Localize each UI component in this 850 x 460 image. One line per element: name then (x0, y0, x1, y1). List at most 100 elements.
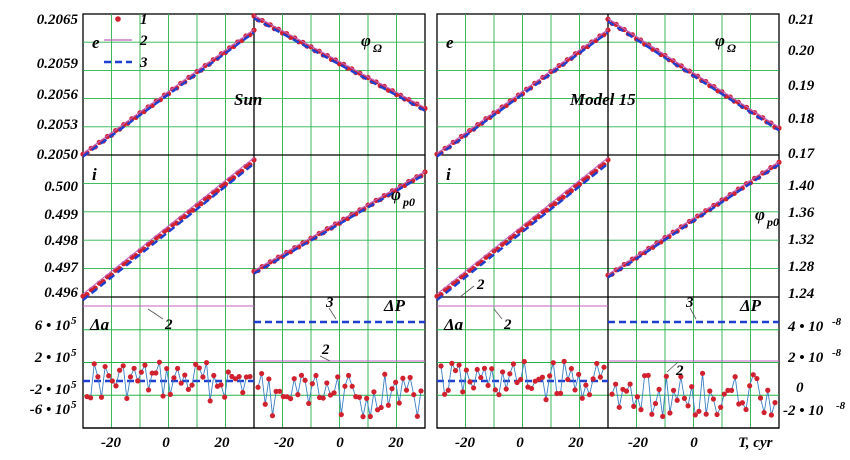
tick-da-exp-2: 5 (71, 379, 77, 391)
series-φΩ-line-2 (607, 18, 780, 128)
da-residuals-dot (160, 393, 166, 399)
series-φp0-dot (422, 169, 428, 175)
dp-residuals-dot (345, 372, 352, 379)
tick-e-0: 0.2065 (37, 12, 79, 28)
da-residuals-polyline (440, 361, 605, 400)
dp-residuals-dot (342, 383, 348, 389)
da-residuals-dot (572, 387, 578, 393)
da-residuals-dot (547, 373, 553, 379)
dp-residuals-dot (670, 387, 677, 393)
dp-residuals-dot (707, 388, 713, 394)
da-residuals-dot (203, 360, 210, 366)
tick-i-3: 0.497 (44, 260, 78, 276)
label-phio-sun-sub: Ω (373, 41, 382, 55)
dp-residuals-dot (414, 413, 420, 419)
dp-residuals-dot (696, 408, 702, 414)
da-residuals-dot (171, 375, 177, 381)
da-residuals-dot (445, 387, 451, 393)
label-phio-sun: φ (361, 31, 371, 50)
da-residuals-dot (518, 376, 524, 383)
da-residuals-dot (200, 374, 206, 380)
series-i-dot (231, 175, 237, 181)
dp-residuals-dot (656, 386, 662, 392)
da-residuals-dot (127, 374, 134, 380)
label-da-sun: Δa (89, 315, 110, 334)
da-residuals-dot (185, 386, 192, 392)
da-residuals-dot (452, 367, 459, 374)
dp-residuals-dot (703, 411, 709, 417)
x-tick-model-neg20a: -20 (455, 435, 475, 451)
label-e-model: e (446, 33, 454, 52)
series-e-line-2 (436, 28, 609, 154)
dp-residuals-dot (407, 374, 413, 381)
dp-residuals-dot (754, 375, 760, 382)
dp-residuals-dot (645, 372, 651, 378)
da-residuals-dot (467, 379, 473, 385)
label-phio-model: φ (715, 31, 725, 50)
da-residuals-dot (594, 360, 600, 367)
dp-residuals-dot (306, 400, 312, 407)
x-tick-sun-20b: 20 (388, 435, 405, 451)
series-i-dot (182, 214, 188, 220)
dp-residuals-polyline (611, 373, 776, 417)
da-residuals-dot (174, 365, 181, 372)
dp-residuals-dot (255, 384, 261, 390)
da-residuals-dot (117, 367, 123, 373)
series-i-line-3 (82, 162, 255, 301)
variable-labels: e e φ Ω φ Ω i i φ p0 φ p0 Δa Δa ΔP ΔP Su… (89, 31, 779, 334)
da-residuals-dot (521, 358, 527, 365)
series-i-dot (585, 175, 591, 181)
da-residuals-dot (557, 390, 564, 396)
dp-residuals-dot (728, 387, 735, 393)
tick-da-1: 2 • 10 (34, 350, 71, 366)
label-i-sun: i (92, 165, 97, 184)
dp-residuals-dot (732, 374, 738, 380)
dp-residuals-dot (331, 390, 337, 396)
x-tick-sun-neg20: -20 (101, 435, 121, 451)
dp-residuals-dot (295, 392, 301, 398)
dp-residuals-dot (631, 403, 637, 409)
tick-da-exp-3: 5 (71, 399, 77, 411)
dp-residuals-dot (714, 411, 720, 418)
da-residuals-dot (507, 371, 513, 377)
da-residuals-dot (138, 369, 144, 375)
series-i-dot (206, 194, 212, 200)
dp-residuals-dot (747, 383, 753, 389)
dp-residuals-dot (623, 388, 630, 394)
x-tick-model-neg20b: -20 (628, 435, 648, 451)
dp-residuals-dot (678, 374, 684, 380)
tick-i-2: 0.498 (44, 233, 78, 249)
callout-3-model-dp: 3 (685, 295, 694, 311)
tick-phio-2: 0.19 (788, 78, 815, 94)
da-residuals-dot (550, 360, 556, 366)
dp-residuals-dot (298, 372, 305, 378)
tick-phip-3: 1.28 (788, 259, 815, 275)
tick-dp-1: 2 • 10 (787, 350, 824, 366)
dp-residuals-dot (721, 391, 727, 397)
da-residuals-dot (586, 392, 593, 398)
dp-residuals-dot (269, 413, 276, 419)
da-residuals-dot (597, 374, 603, 380)
dp-residuals-dot (638, 407, 644, 413)
tick-phip-4: 1.24 (788, 286, 815, 302)
da-residuals-dot (236, 373, 242, 380)
da-residuals-dot (196, 365, 202, 371)
series-i-line-3 (436, 162, 609, 301)
da-residuals-dot (510, 361, 517, 367)
series-i-dot (552, 201, 558, 207)
da-residuals-dot (561, 358, 567, 364)
series-φΩ-line-3 (607, 20, 780, 132)
dp-residuals-dot (389, 386, 395, 392)
dp-residuals-dot (320, 395, 326, 401)
label-i-model: i (446, 165, 451, 184)
label-dp-sun: ΔP (383, 296, 406, 315)
da-residuals-dot (247, 373, 253, 380)
subplot-frames (83, 14, 779, 429)
da-residuals-dot (211, 372, 217, 379)
da-residuals-dot (131, 365, 137, 371)
da-residuals-dot (492, 387, 498, 393)
tick-e-1: 0.2059 (37, 56, 79, 72)
da-residuals-dot (113, 383, 119, 389)
series-e-dot (251, 27, 257, 33)
x-tick-sun-20a: 20 (214, 435, 231, 451)
